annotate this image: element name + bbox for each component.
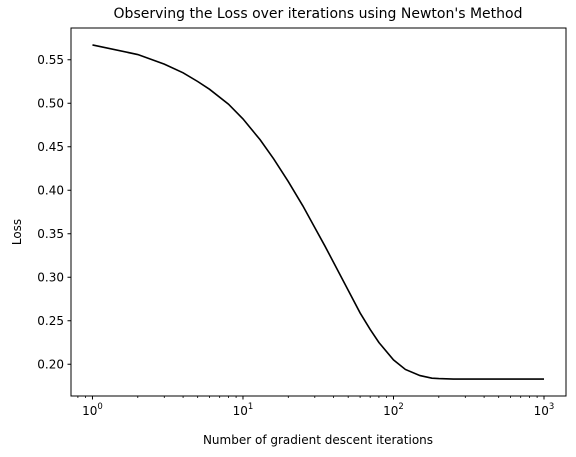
- y-tick-label: 0.25: [37, 314, 64, 328]
- x-tick-label: 100: [82, 402, 103, 418]
- y-axis-label: Loss: [10, 219, 24, 245]
- y-tick-label: 0.35: [37, 227, 64, 241]
- x-axis-label: Number of gradient descent iterations: [203, 433, 433, 447]
- y-tick-label: 0.55: [37, 53, 64, 67]
- plot-area: 100 101 102 103 0.20 0.25 0.30 0.35 0.40 0.45 0.50…: [37, 27, 567, 418]
- y-tick-label: 0.20: [37, 358, 64, 372]
- x-tick-label: 102: [383, 402, 404, 418]
- plot-frame: [70, 27, 567, 397]
- y-tick-label: 0.30: [37, 271, 64, 285]
- x-tick-label: 103: [534, 402, 555, 418]
- x-tick-label: 101: [233, 402, 254, 418]
- y-tick-label: 0.45: [37, 140, 64, 154]
- y-tick-label: 0.50: [37, 97, 64, 111]
- y-tick-label: 0.40: [37, 184, 64, 198]
- loss-series-line: [92, 44, 545, 380]
- chart-title: Observing the Loss over iterations using…: [114, 6, 523, 22]
